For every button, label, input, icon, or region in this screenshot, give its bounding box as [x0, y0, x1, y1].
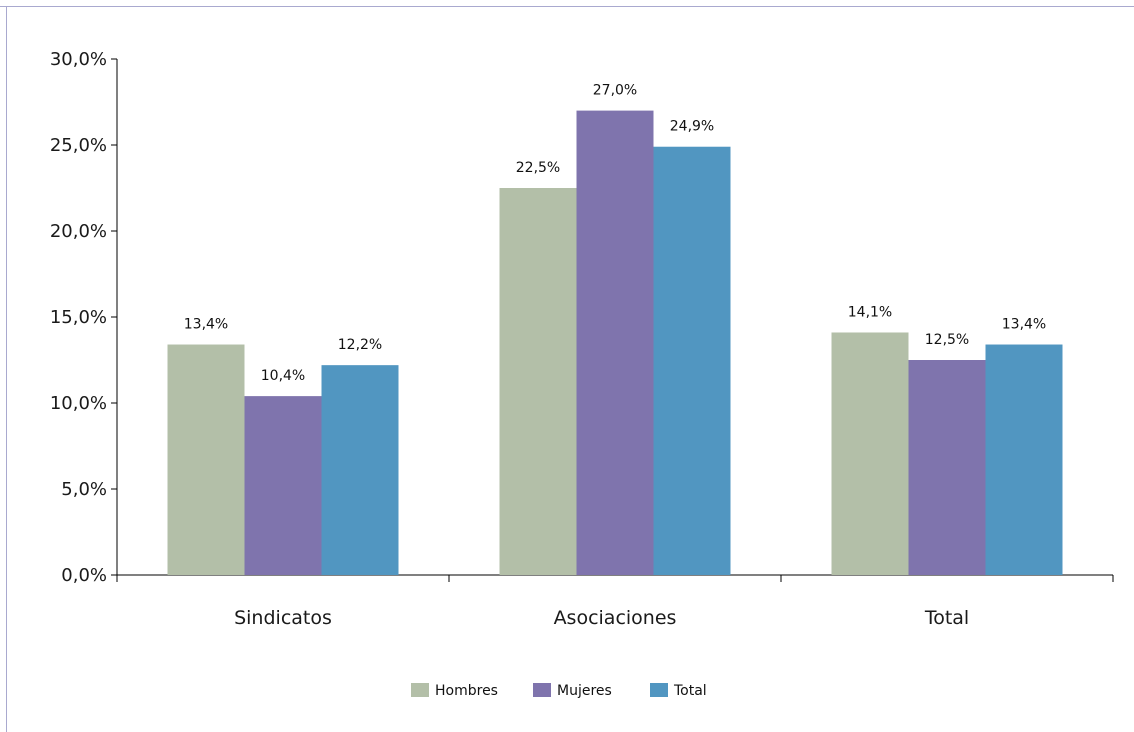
legend-swatch — [533, 683, 551, 697]
data-label: 12,5% — [925, 332, 969, 348]
data-label: 13,4% — [1002, 317, 1046, 333]
bar — [986, 345, 1063, 575]
y-tick-label: 30,0% — [50, 49, 107, 70]
y-tick-label: 5,0% — [61, 479, 107, 500]
bar — [654, 147, 731, 575]
data-label: 22,5% — [516, 160, 560, 176]
data-label: 12,2% — [338, 337, 382, 353]
y-tick-label: 15,0% — [50, 307, 107, 328]
bar — [577, 111, 654, 575]
x-category-label: Sindicatos — [234, 607, 332, 629]
x-category-label: Asociaciones — [554, 607, 677, 629]
data-label: 10,4% — [261, 368, 305, 384]
data-label: 14,1% — [848, 304, 892, 320]
bar — [832, 332, 909, 575]
data-label: 24,9% — [670, 119, 714, 135]
legend-label: Mujeres — [557, 683, 612, 699]
y-tick-label: 20,0% — [50, 221, 107, 242]
legend: Hombres Mujeres Total — [411, 683, 707, 699]
bar — [245, 396, 322, 575]
bar — [322, 365, 399, 575]
bar — [168, 345, 245, 575]
x-category-label: Total — [924, 607, 969, 629]
data-label: 13,4% — [184, 317, 228, 333]
y-tick-label: 0,0% — [61, 565, 107, 586]
legend-label: Hombres — [435, 683, 498, 699]
bar — [500, 188, 577, 575]
y-tick-label: 10,0% — [50, 393, 107, 414]
data-label: 27,0% — [593, 83, 637, 99]
bar — [909, 360, 986, 575]
legend-swatch — [411, 683, 429, 697]
y-tick-label: 25,0% — [50, 135, 107, 156]
legend-label: Total — [673, 683, 707, 699]
legend-swatch — [650, 683, 668, 697]
